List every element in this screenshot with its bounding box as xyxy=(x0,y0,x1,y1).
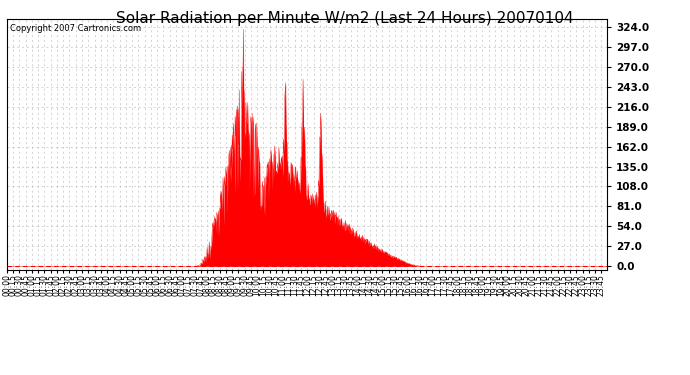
Text: Solar Radiation per Minute W/m2 (Last 24 Hours) 20070104: Solar Radiation per Minute W/m2 (Last 24… xyxy=(116,11,574,26)
Text: Copyright 2007 Cartronics.com: Copyright 2007 Cartronics.com xyxy=(10,24,141,33)
